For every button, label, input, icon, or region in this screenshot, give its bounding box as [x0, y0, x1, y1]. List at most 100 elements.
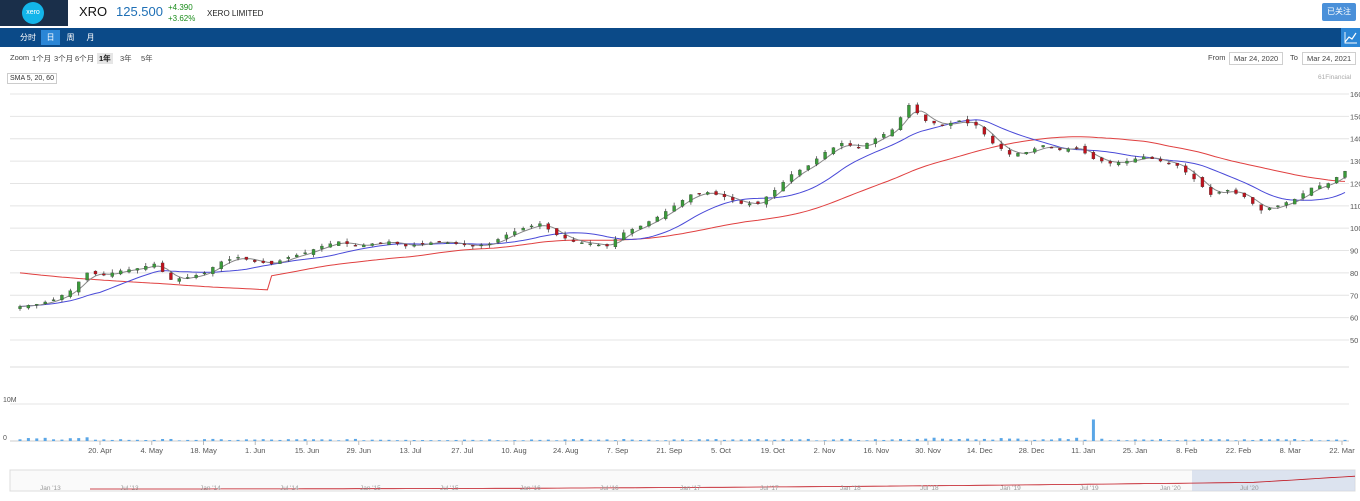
candle-body	[571, 239, 576, 242]
candle-body	[337, 241, 341, 246]
volume-bar	[1301, 440, 1305, 441]
x-tick-label: 14. Dec	[967, 446, 993, 455]
candle-body	[135, 268, 140, 271]
volume-bar	[488, 439, 492, 441]
candle-body	[596, 244, 601, 247]
candle-body	[1242, 192, 1247, 198]
candle-body	[311, 249, 316, 255]
volume-bar	[1335, 439, 1339, 441]
volume-bar	[1016, 438, 1020, 441]
y-tick-label: 130	[1350, 157, 1360, 166]
sma-legend[interactable]: SMA 5, 20, 60	[7, 73, 57, 84]
x-tick-label: 24. Aug	[553, 446, 578, 455]
zoom-3y[interactable]: 3年	[120, 54, 132, 63]
candle-body	[487, 243, 492, 245]
volume-bar	[186, 439, 190, 441]
candle-body	[806, 165, 810, 170]
candle-body	[1184, 165, 1188, 173]
candle-body	[1200, 177, 1205, 187]
volume-bar	[295, 439, 299, 441]
x-tick-label: 20. Apr	[88, 446, 112, 455]
candle-body	[932, 120, 936, 124]
candle-body	[177, 278, 181, 282]
candle-body	[949, 122, 953, 126]
volume-bar	[93, 439, 97, 441]
volume-bar	[932, 437, 936, 441]
zoom-1m[interactable]: 1个月	[32, 54, 52, 63]
volume-bar	[1142, 439, 1146, 441]
volume-bar	[228, 440, 232, 441]
candle-body	[1083, 145, 1087, 154]
volume-bar	[395, 440, 399, 441]
from-date-input[interactable]: Mar 24, 2020	[1229, 52, 1284, 65]
candle-body	[303, 252, 307, 254]
volume-bar	[924, 438, 928, 441]
volume-bar	[362, 440, 366, 441]
volume-bar	[697, 439, 701, 441]
volume-bar	[1150, 439, 1154, 441]
volume-bar	[471, 439, 475, 441]
volume-bar	[882, 439, 886, 441]
tab-monthly[interactable]: 月	[86, 33, 95, 42]
volume-bar	[647, 439, 651, 441]
to-date-input[interactable]: Mar 24, 2021	[1302, 52, 1357, 65]
volume-bar	[454, 439, 458, 441]
volume-bar	[571, 439, 575, 441]
tab-weekly[interactable]: 周	[66, 33, 75, 42]
volume-bar	[706, 439, 710, 441]
candle-body	[622, 232, 626, 240]
navigator-label: Jan '19	[1000, 485, 1021, 492]
follow-button[interactable]: 已关注	[1322, 3, 1356, 21]
volume-bar	[563, 439, 567, 441]
chart-type-icon[interactable]	[1341, 28, 1360, 47]
candle-body	[194, 274, 198, 278]
volume-bar	[672, 439, 676, 441]
volume-bar	[119, 439, 123, 441]
candle-body	[35, 304, 39, 306]
candle-body	[957, 120, 961, 122]
candle-body	[1058, 148, 1062, 151]
zoom-3m[interactable]: 3个月	[54, 54, 74, 63]
tab-intraday[interactable]: 分时	[20, 33, 36, 42]
volume-bar	[597, 439, 601, 441]
navigator-label: Jan '17	[680, 485, 701, 492]
zoom-1y[interactable]: 1年	[97, 53, 113, 64]
volume-bar	[144, 440, 148, 441]
volume-bar	[152, 439, 156, 441]
candle-body	[840, 143, 844, 147]
y-tick-label: 150	[1350, 112, 1360, 121]
x-tick-label: 27. Jul	[451, 446, 473, 455]
zoom-5y[interactable]: 5年	[141, 54, 153, 63]
volume-bar	[370, 439, 374, 441]
x-tick-label: 5. Oct	[711, 446, 732, 455]
candle-body	[211, 267, 215, 275]
navigator-label: Jul '17	[760, 485, 779, 492]
volume-bar	[26, 438, 30, 441]
candle-body	[848, 143, 852, 146]
volume-bar	[1234, 440, 1238, 441]
candle-body	[353, 245, 358, 247]
volume-bar	[479, 440, 483, 441]
candle-body	[1225, 190, 1230, 192]
volume-bar	[1049, 439, 1053, 441]
candle-body	[731, 197, 735, 201]
candle-body	[924, 114, 928, 121]
candle-body	[60, 295, 64, 300]
volume-bar	[446, 440, 450, 441]
candle-body	[253, 259, 257, 262]
volume-bar	[1133, 439, 1137, 441]
zoom-6m[interactable]: 6个月	[75, 54, 95, 63]
x-tick-label: 30. Nov	[915, 446, 941, 455]
x-tick-label: 1. Jun	[245, 446, 265, 455]
candle-body	[1276, 205, 1280, 207]
candle-body	[613, 239, 618, 248]
candle-body	[1108, 161, 1112, 164]
y-tick-label: 90	[1350, 247, 1358, 256]
tab-daily[interactable]: 日	[41, 30, 60, 45]
volume-bar	[513, 440, 517, 441]
candle-body	[781, 182, 785, 192]
volume-bar	[194, 439, 198, 441]
volume-bar	[974, 439, 978, 441]
navigator-label: Jan '20	[1160, 485, 1181, 492]
